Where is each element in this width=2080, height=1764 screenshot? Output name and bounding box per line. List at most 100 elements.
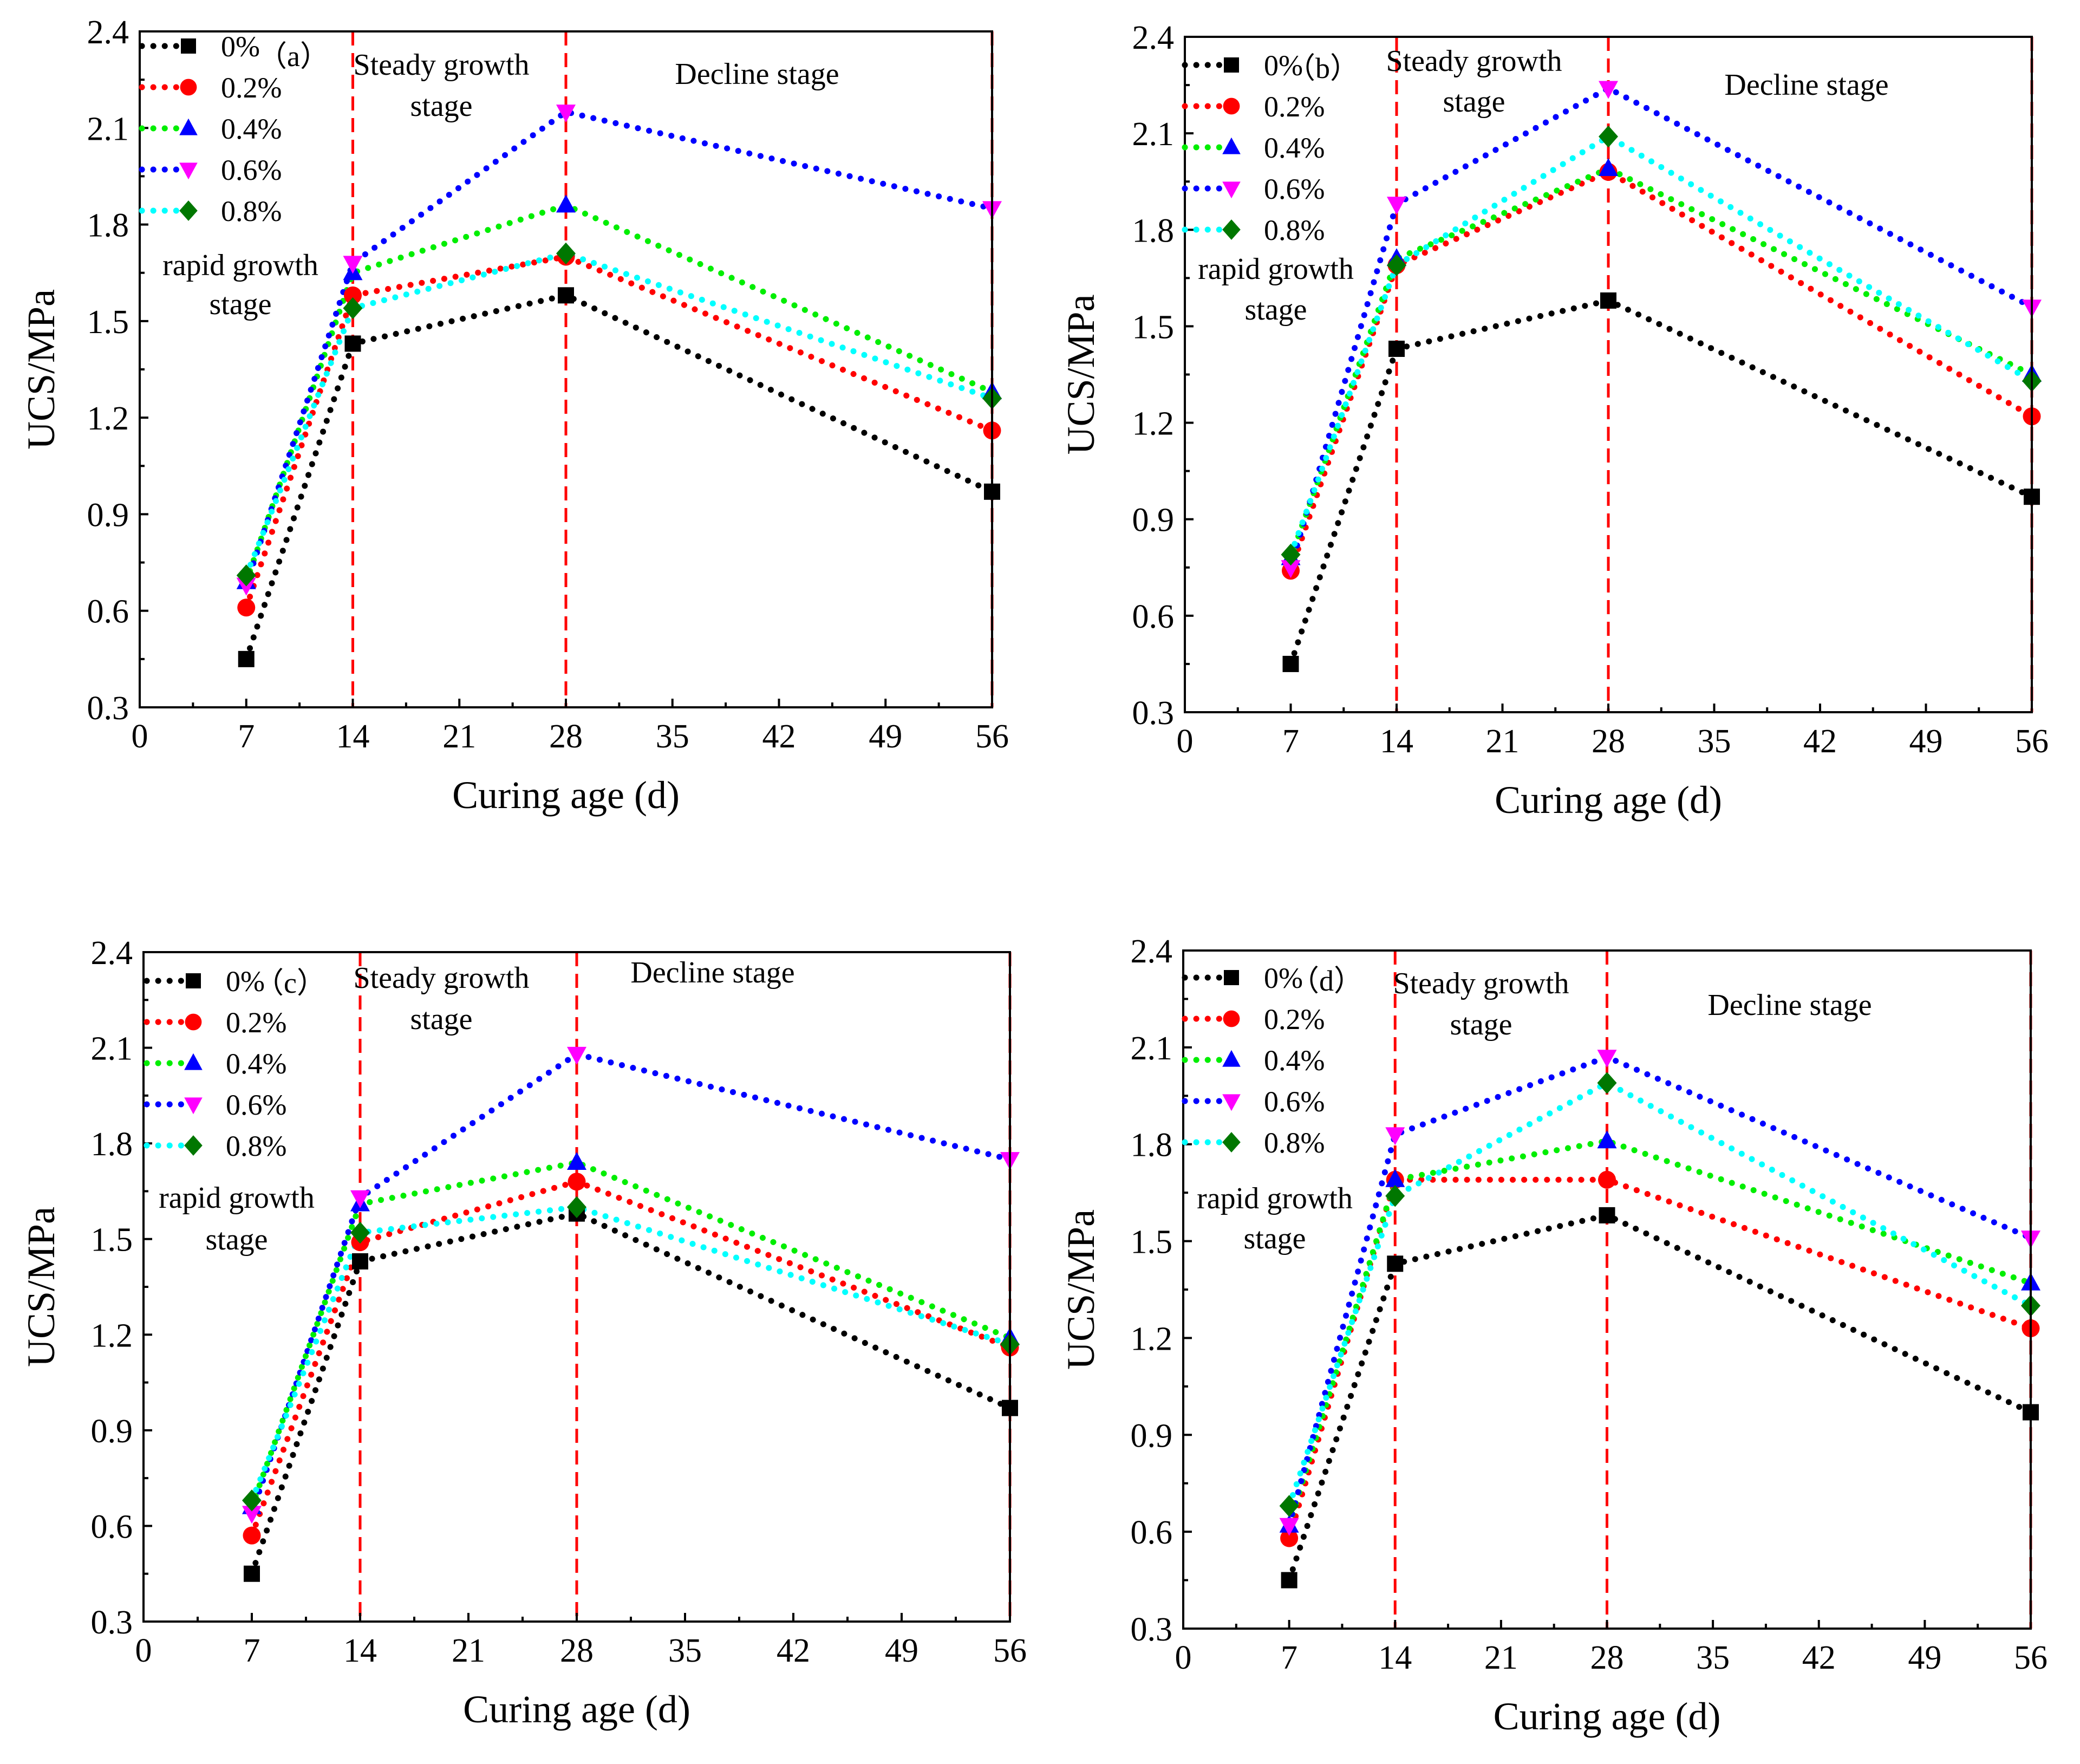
series-line-2 <box>243 253 995 611</box>
data-point <box>343 256 363 274</box>
data-point <box>567 1151 586 1170</box>
legend-label: 0% <box>1264 49 1303 82</box>
x-tick-label: 28 <box>549 718 583 755</box>
data-point <box>1387 254 1406 276</box>
data-point <box>1387 197 1406 215</box>
x-tick-label: 35 <box>668 1632 702 1669</box>
x-tick-label: 21 <box>1486 723 1520 760</box>
annotation-decline-stage: Decline stage <box>675 57 839 91</box>
annotation-rapid-growth: rapid growth <box>1197 1182 1353 1215</box>
x-tick-label: 7 <box>1281 1639 1297 1676</box>
legend-marker <box>1222 137 1241 154</box>
annotation-steady-growth: Steady growth <box>1386 44 1562 78</box>
series-line-2 <box>1286 1176 2034 1541</box>
x-tick-label: 49 <box>885 1632 918 1669</box>
legend-label: 0.6% <box>1264 1085 1325 1118</box>
legend-label: 0% <box>221 30 260 63</box>
legend-label: 0.8% <box>1264 214 1325 246</box>
data-point <box>1597 1050 1617 1068</box>
legend-label: 0.4% <box>1264 1044 1325 1077</box>
annotation-rapid-growth: rapid growth <box>159 1181 315 1215</box>
data-point <box>567 1046 586 1065</box>
x-tick-label: 49 <box>869 718 902 755</box>
annotation-rapid-growth-stage: stage <box>1244 293 1307 327</box>
data-point <box>1281 560 1301 578</box>
y-tick-label: 2.4 <box>1132 19 1175 56</box>
y-tick-label: 1.8 <box>91 1126 133 1163</box>
legend-label: 0% <box>1264 962 1303 994</box>
legend-label: 0.8% <box>221 195 282 227</box>
x-tick-label: 35 <box>656 718 689 755</box>
y-axis-title: UCS/MPa <box>19 1207 63 1367</box>
chart-svg: 0 7 14 21 28 35 42 49 56 0.3 0.6 0.9 1.2 1.5 1.8 2.1 2.4… <box>19 935 1027 1731</box>
y-tick-label: 0.3 <box>1132 695 1175 732</box>
data-point <box>352 1253 368 1270</box>
series-line-5 <box>1286 1079 2034 1509</box>
y-tick-label: 2.4 <box>1131 933 1173 970</box>
annotation-steady-growth-stage: stage <box>410 1003 472 1036</box>
series-line-5 <box>249 1204 1013 1503</box>
x-tick-label: 21 <box>442 718 476 755</box>
x-tick-label: 14 <box>336 718 370 755</box>
legend-label: 0.2% <box>221 71 282 104</box>
data-point <box>344 335 361 352</box>
annotation-steady-growth-stage: stage <box>1450 1008 1512 1042</box>
data-point <box>1599 158 1618 176</box>
legend-label: 0.2% <box>226 1006 286 1039</box>
x-tick-label: 56 <box>2014 1639 2048 1676</box>
legend-label: 0.6% <box>226 1089 286 1121</box>
legend-marker <box>1222 219 1241 240</box>
legend-marker <box>1222 1094 1241 1111</box>
y-tick-label: 0.3 <box>91 1604 133 1641</box>
annotation-rapid-growth-stage: stage <box>209 288 271 321</box>
series-line-4 <box>249 1051 1013 1516</box>
data-point <box>236 564 256 587</box>
annotation-decline-stage: Decline stage <box>630 956 794 990</box>
x-tick-label: 0 <box>132 718 148 755</box>
series-line-5 <box>243 250 995 578</box>
y-tick-label: 2.4 <box>87 14 129 51</box>
legend-marker <box>1223 1010 1240 1027</box>
data-point <box>1281 543 1301 566</box>
data-point <box>350 1221 370 1244</box>
y-tick-label: 0.3 <box>1131 1611 1173 1648</box>
y-tick-label: 0.9 <box>91 1413 133 1450</box>
data-point <box>556 194 576 213</box>
data-point <box>567 1196 586 1219</box>
legend-marker <box>1224 970 1239 985</box>
y-tick-label: 1.5 <box>91 1222 133 1259</box>
legend-marker <box>1223 97 1240 115</box>
legend-marker <box>181 38 196 54</box>
y-axis-title: UCS/MPa <box>19 289 63 450</box>
data-point <box>558 287 574 304</box>
series-line-3 <box>249 1159 1013 1510</box>
data-point <box>1279 1518 1299 1536</box>
data-point <box>568 1173 586 1191</box>
y-tick-label: 0.9 <box>87 497 129 533</box>
x-tick-label: 0 <box>1175 1639 1192 1676</box>
x-tick-label: 56 <box>975 718 1009 755</box>
x-tick-label: 14 <box>1380 723 1413 760</box>
data-point <box>343 297 363 320</box>
y-tick-label: 0.6 <box>1131 1514 1173 1551</box>
x-tick-label: 7 <box>244 1632 260 1669</box>
chart-panel-c: 0 7 14 21 28 35 42 49 56 0.3 0.6 0.9 1.2 1.5 1.8 2.1 2.4… <box>0 882 1040 1764</box>
x-tick-label: 42 <box>762 718 796 755</box>
x-axis-title: Curing age (d) <box>1494 1695 1721 1738</box>
data-point <box>1597 1130 1617 1149</box>
x-tick-label: 0 <box>1177 723 1194 760</box>
chart-svg: 0 7 14 21 28 35 42 49 56 0.3 0.6 0.9 1.2 1.5 1.8 2.1 2.4… <box>1059 19 2049 822</box>
legend-marker <box>179 162 198 180</box>
data-point <box>1385 1184 1405 1207</box>
chart-panel-b: 0 7 14 21 28 35 42 49 56 0.3 0.6 0.9 1.2 1.5 1.8 2.1 2.4… <box>1040 0 2079 882</box>
data-point <box>1387 1255 1404 1272</box>
series-line-2 <box>249 1178 1013 1539</box>
data-point <box>1385 1127 1405 1145</box>
annotation-steady-growth: Steady growth <box>353 961 529 995</box>
annotation-rapid-growth: rapid growth <box>162 249 318 282</box>
y-tick-label: 1.5 <box>1131 1224 1173 1261</box>
series-line-1 <box>249 1210 1013 1577</box>
y-axis-title: UCS/MPa <box>1059 294 1103 454</box>
legend-marker <box>184 1053 203 1070</box>
